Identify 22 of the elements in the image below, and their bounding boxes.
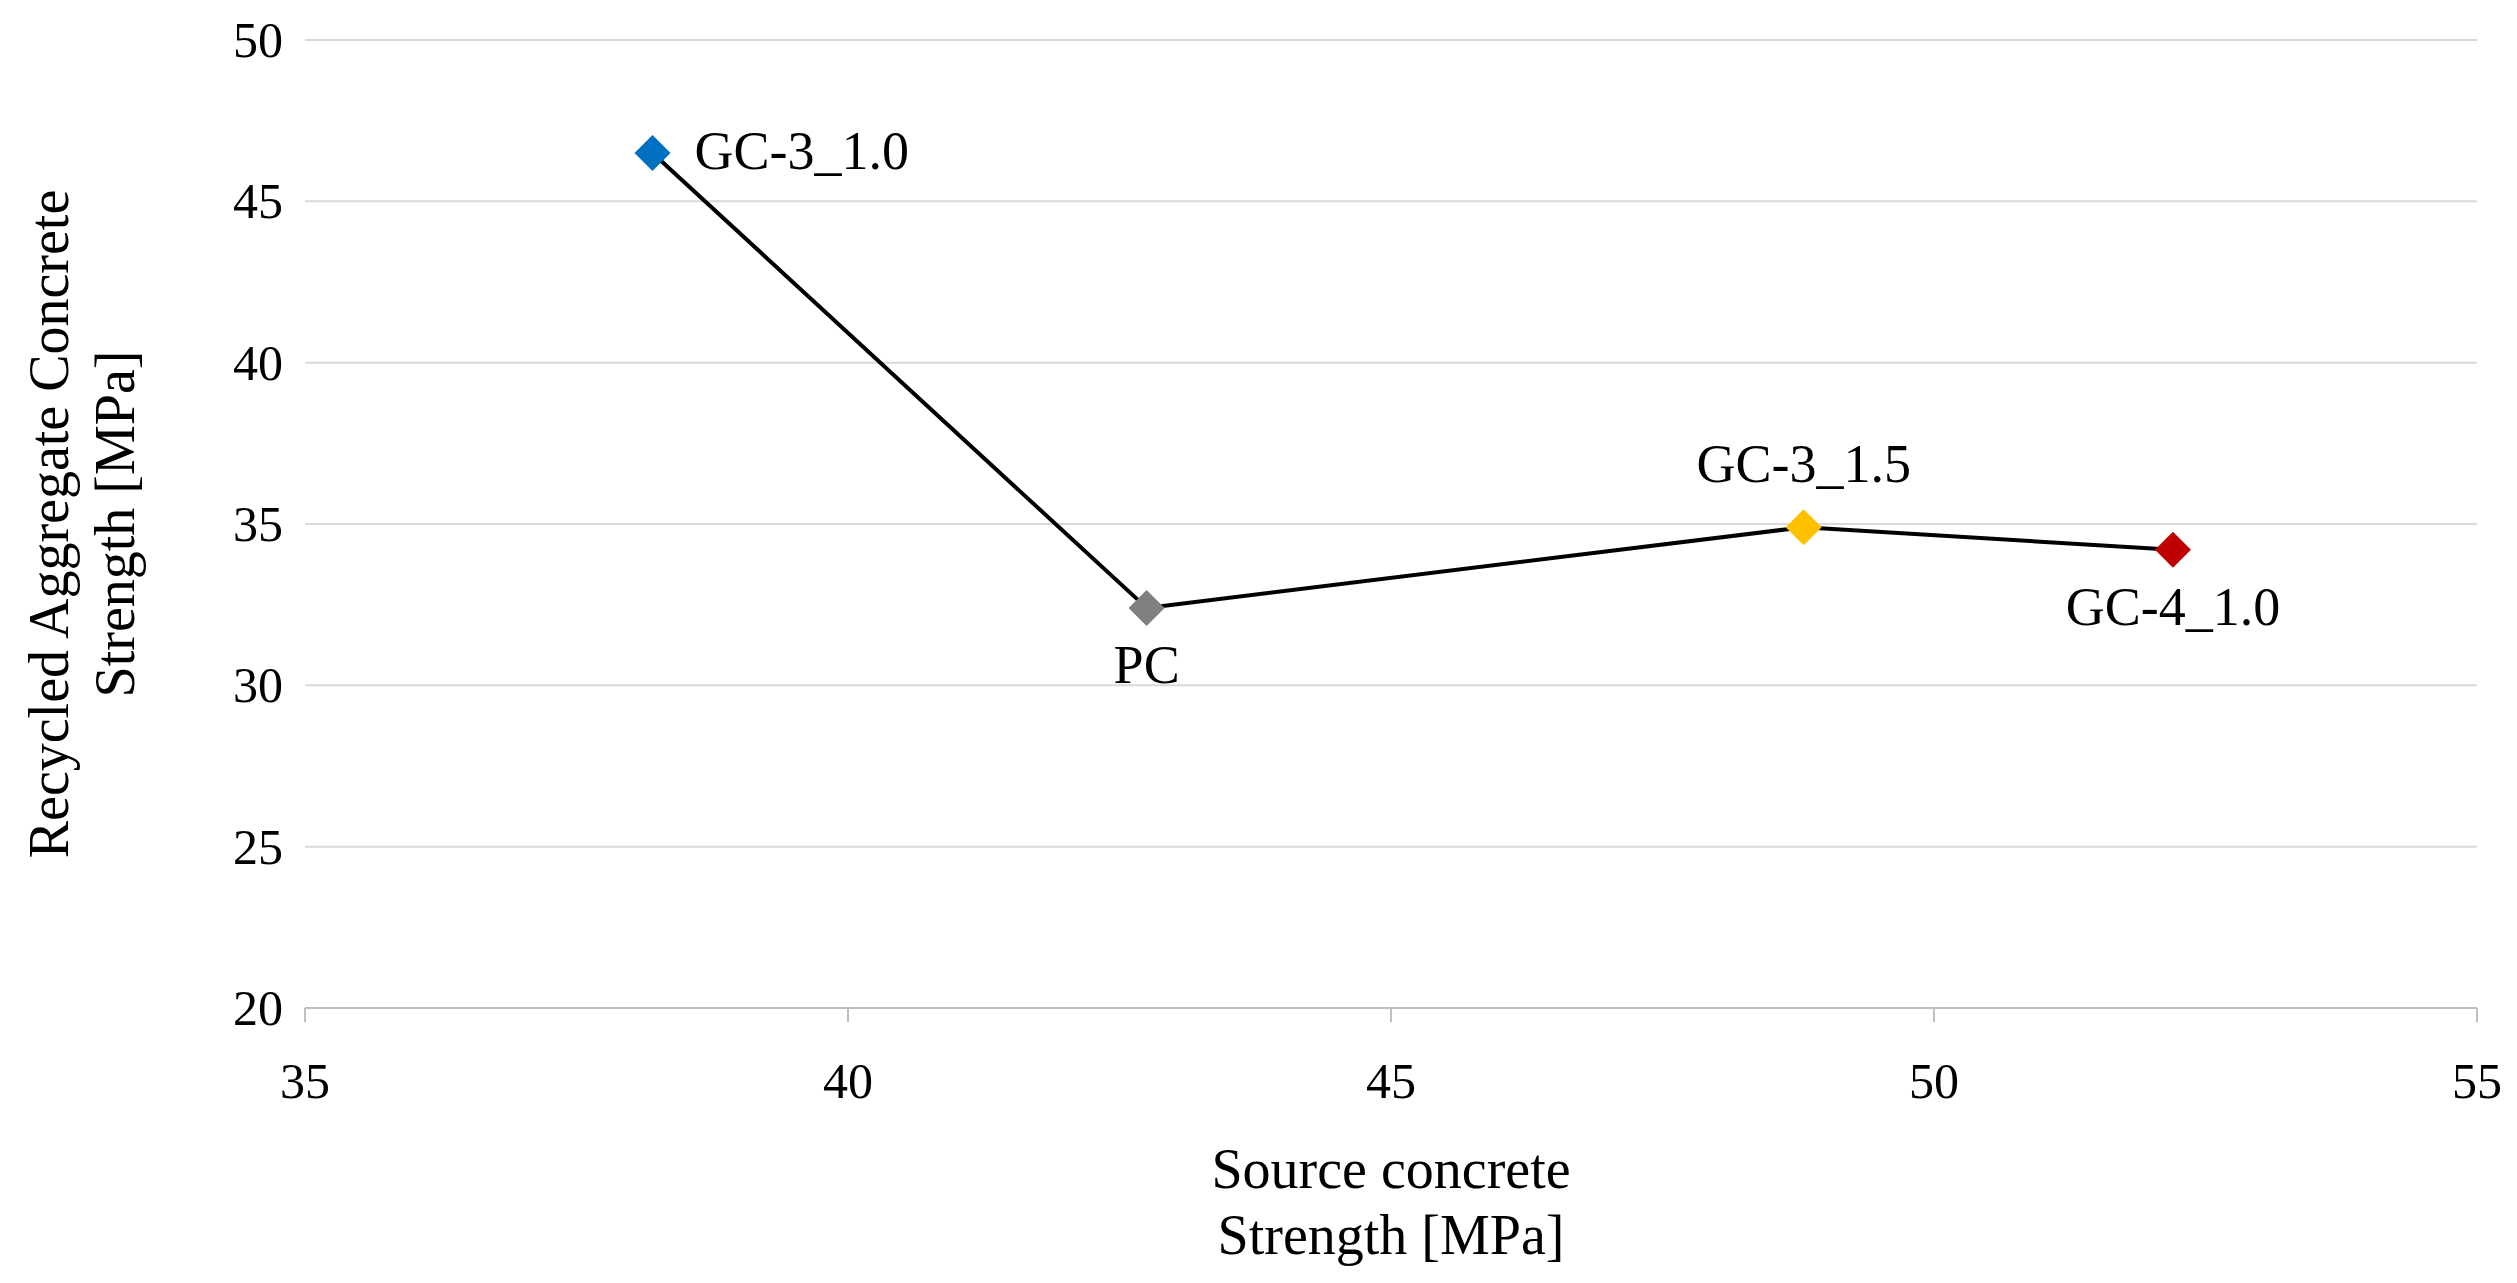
y-tick-label: 25 [233, 818, 283, 875]
y-tick-label: 40 [233, 334, 283, 391]
x-axis-title: Source concrete Strength [MPa] [1211, 1138, 1571, 1266]
y-tick-label: 50 [233, 12, 283, 68]
x-tick-label: 55 [2452, 1053, 2502, 1109]
point [634, 134, 671, 171]
y-tick-label: 20 [233, 980, 283, 1036]
x-tick-label: 35 [280, 1053, 330, 1109]
x-tick-label: 45 [1366, 1053, 1416, 1109]
point [2154, 531, 2191, 568]
y-axis-title: Recycled Aggregate Concrete Strength [MPa] [18, 189, 146, 859]
point [1128, 589, 1165, 626]
annotation: GC-3_1.0 [694, 120, 910, 181]
x-tick-label: 40 [823, 1053, 873, 1109]
annotation: PC [1113, 634, 1180, 695]
y-tick-label: 45 [233, 173, 283, 230]
y-tick-label: 30 [233, 657, 283, 714]
y-tick-label: 35 [233, 496, 283, 552]
annotation: GC-4_1.0 [2065, 576, 2281, 637]
annotation: GC-3_1.5 [1696, 434, 1911, 495]
x-tick-label: 50 [1909, 1053, 1959, 1109]
point [1785, 509, 1822, 546]
